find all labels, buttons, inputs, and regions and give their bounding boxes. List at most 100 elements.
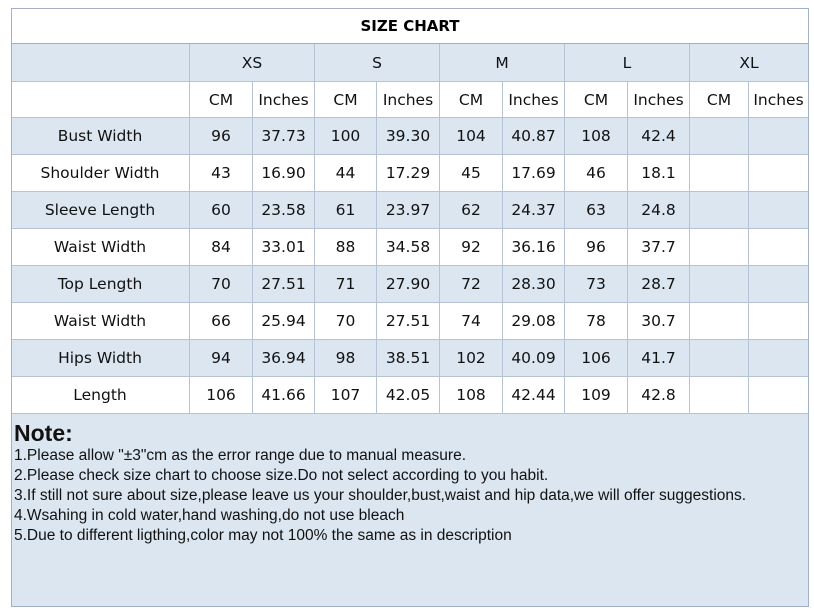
unit-header: Inches — [503, 82, 565, 118]
value-cell: 78 — [565, 303, 628, 340]
value-cell: 18.1 — [628, 155, 690, 192]
unit-corner — [11, 82, 190, 118]
value-cell: 66 — [190, 303, 253, 340]
size-header: M — [440, 44, 565, 82]
empty-cell — [749, 377, 809, 414]
size-header: S — [315, 44, 440, 82]
value-cell: 96 — [565, 229, 628, 266]
value-cell: 16.90 — [253, 155, 315, 192]
value-cell: 43 — [190, 155, 253, 192]
header-corner — [11, 44, 190, 82]
unit-header: Inches — [253, 82, 315, 118]
value-cell: 39.30 — [377, 118, 440, 155]
empty-cell — [690, 266, 749, 303]
value-cell: 38.51 — [377, 340, 440, 377]
table-title: SIZE CHART — [11, 8, 809, 44]
value-cell: 104 — [440, 118, 503, 155]
empty-cell — [690, 340, 749, 377]
value-cell: 45 — [440, 155, 503, 192]
value-cell: 42.44 — [503, 377, 565, 414]
size-header: XS — [190, 44, 315, 82]
value-cell: 71 — [315, 266, 377, 303]
value-cell: 63 — [565, 192, 628, 229]
value-cell: 84 — [190, 229, 253, 266]
unit-header: CM — [565, 82, 628, 118]
value-cell: 24.37 — [503, 192, 565, 229]
empty-cell — [749, 155, 809, 192]
value-cell: 73 — [565, 266, 628, 303]
value-cell: 96 — [190, 118, 253, 155]
empty-cell — [749, 340, 809, 377]
empty-cell — [690, 192, 749, 229]
row-label: Waist Width — [11, 303, 190, 340]
row-label: Bust Width — [11, 118, 190, 155]
value-cell: 92 — [440, 229, 503, 266]
value-cell: 33.01 — [253, 229, 315, 266]
empty-cell — [749, 303, 809, 340]
value-cell: 42.8 — [628, 377, 690, 414]
value-cell: 40.09 — [503, 340, 565, 377]
value-cell: 28.7 — [628, 266, 690, 303]
value-cell: 62 — [440, 192, 503, 229]
value-cell: 40.87 — [503, 118, 565, 155]
unit-header: CM — [690, 82, 749, 118]
unit-header: CM — [315, 82, 377, 118]
value-cell: 28.30 — [503, 266, 565, 303]
row-label: Top Length — [11, 266, 190, 303]
empty-cell — [690, 377, 749, 414]
value-cell: 108 — [565, 118, 628, 155]
notes: Note: 1.Please allow "±3"cm as the error… — [11, 414, 809, 607]
value-cell: 23.58 — [253, 192, 315, 229]
value-cell: 88 — [315, 229, 377, 266]
value-cell: 106 — [190, 377, 253, 414]
notes-heading: Note: — [14, 420, 73, 446]
value-cell: 106 — [565, 340, 628, 377]
unit-header: Inches — [628, 82, 690, 118]
value-cell: 34.58 — [377, 229, 440, 266]
empty-cell — [749, 266, 809, 303]
value-cell: 102 — [440, 340, 503, 377]
empty-cell — [749, 229, 809, 266]
value-cell: 27.51 — [253, 266, 315, 303]
unit-header: Inches — [749, 82, 809, 118]
value-cell: 107 — [315, 377, 377, 414]
value-cell: 36.16 — [503, 229, 565, 266]
value-cell: 17.69 — [503, 155, 565, 192]
value-cell: 108 — [440, 377, 503, 414]
value-cell: 42.4 — [628, 118, 690, 155]
empty-cell — [690, 118, 749, 155]
value-cell: 25.94 — [253, 303, 315, 340]
value-cell: 41.7 — [628, 340, 690, 377]
value-cell: 23.97 — [377, 192, 440, 229]
value-cell: 70 — [315, 303, 377, 340]
note-line: 4.Wsahing in cold water,hand washing,do … — [14, 507, 405, 524]
size-header: L — [565, 44, 690, 82]
value-cell: 70 — [190, 266, 253, 303]
value-cell: 61 — [315, 192, 377, 229]
empty-cell — [690, 229, 749, 266]
value-cell: 30.7 — [628, 303, 690, 340]
value-cell: 72 — [440, 266, 503, 303]
note-line: 1.Please allow "±3"cm as the error range… — [14, 447, 467, 464]
value-cell: 27.51 — [377, 303, 440, 340]
empty-cell — [690, 303, 749, 340]
value-cell: 37.7 — [628, 229, 690, 266]
row-label: Shoulder Width — [11, 155, 190, 192]
value-cell: 44 — [315, 155, 377, 192]
unit-header: Inches — [377, 82, 440, 118]
unit-header: CM — [190, 82, 253, 118]
value-cell: 46 — [565, 155, 628, 192]
row-label: Length — [11, 377, 190, 414]
empty-cell — [690, 155, 749, 192]
unit-header: CM — [440, 82, 503, 118]
empty-cell — [749, 192, 809, 229]
value-cell: 109 — [565, 377, 628, 414]
value-cell: 41.66 — [253, 377, 315, 414]
value-cell: 60 — [190, 192, 253, 229]
row-label: Waist Width — [11, 229, 190, 266]
value-cell: 94 — [190, 340, 253, 377]
value-cell: 100 — [315, 118, 377, 155]
value-cell: 24.8 — [628, 192, 690, 229]
note-line: 3.If still not sure about size,please le… — [14, 487, 747, 504]
